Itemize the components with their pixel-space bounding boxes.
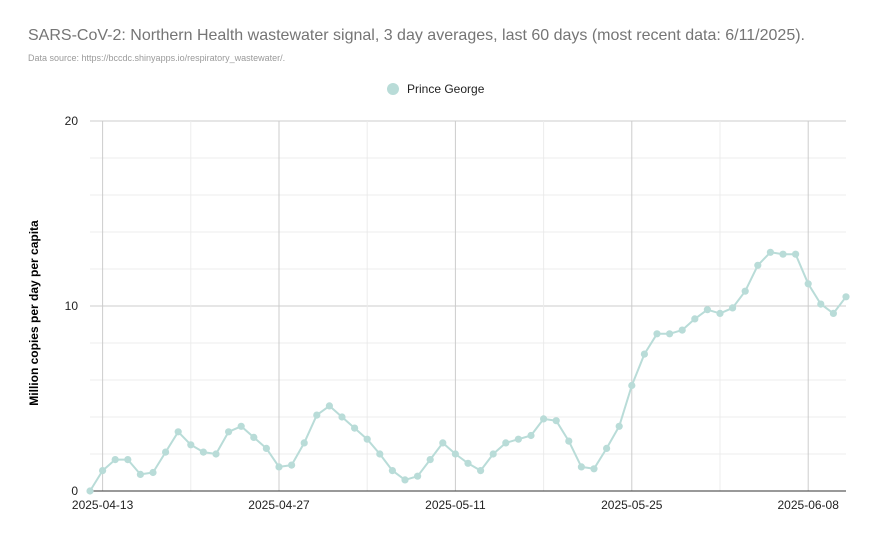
data-point[interactable] — [842, 293, 850, 301]
data-point[interactable] — [351, 424, 359, 432]
data-point[interactable] — [703, 306, 712, 314]
data-point[interactable] — [275, 463, 283, 471]
data-point[interactable] — [451, 450, 459, 458]
data-point[interactable] — [212, 450, 220, 458]
data-point[interactable] — [225, 428, 233, 436]
data-point[interactable] — [527, 431, 535, 440]
data-point[interactable] — [817, 300, 825, 308]
data-point[interactable] — [792, 250, 800, 258]
data-point[interactable] — [653, 330, 661, 338]
data-point[interactable] — [86, 487, 94, 495]
data-point[interactable] — [514, 435, 523, 443]
data-point[interactable] — [187, 441, 195, 449]
data-point[interactable] — [729, 304, 737, 312]
x-tick-label: 2025-04-13 — [72, 498, 134, 512]
data-point[interactable] — [174, 428, 182, 436]
data-point[interactable] — [565, 437, 573, 445]
data-point[interactable] — [388, 467, 396, 475]
data-point[interactable] — [426, 456, 434, 464]
data-point[interactable] — [540, 415, 548, 423]
data-point[interactable] — [603, 444, 611, 452]
legend-marker[interactable] — [387, 83, 399, 95]
data-point[interactable] — [124, 456, 132, 464]
x-tick-label: 2025-06-08 — [778, 498, 840, 512]
data-point[interactable] — [628, 381, 636, 390]
data-point[interactable] — [325, 402, 333, 410]
legend-label[interactable]: Prince George — [407, 82, 485, 96]
data-point[interactable] — [678, 326, 686, 334]
data-point[interactable] — [552, 417, 560, 425]
data-point[interactable] — [99, 467, 107, 475]
data-point[interactable] — [414, 472, 422, 480]
data-point[interactable] — [136, 470, 144, 478]
data-point[interactable] — [640, 350, 649, 358]
data-point[interactable] — [502, 439, 510, 447]
data-point[interactable] — [288, 461, 296, 469]
data-point[interactable] — [615, 422, 623, 430]
data-point[interactable] — [766, 248, 775, 256]
chart-title: SARS-CoV-2: Northern Health wastewater s… — [28, 27, 805, 44]
y-tick-label: 0 — [71, 484, 78, 498]
data-point[interactable] — [829, 309, 838, 317]
data-point[interactable] — [477, 467, 485, 475]
data-point[interactable] — [779, 250, 787, 258]
data-point[interactable] — [363, 435, 371, 443]
data-point[interactable] — [262, 444, 270, 452]
data-point[interactable] — [162, 448, 170, 456]
data-point[interactable] — [338, 413, 346, 421]
y-tick-label: 10 — [65, 299, 79, 313]
x-tick-label: 2025-04-27 — [248, 498, 310, 512]
data-point[interactable] — [313, 411, 321, 419]
axes: 0 10 20 2025-04-13 2025-04-27 2025-05-11 2025-… — [65, 114, 846, 512]
data-point[interactable] — [754, 261, 762, 269]
data-point[interactable] — [577, 463, 586, 471]
data-point[interactable] — [401, 476, 409, 484]
data-point[interactable] — [149, 468, 157, 477]
data-point[interactable] — [199, 448, 207, 456]
data-point[interactable] — [300, 439, 308, 447]
legend[interactable]: Prince George — [387, 82, 485, 96]
data-point[interactable] — [250, 433, 258, 441]
data-point[interactable] — [439, 439, 447, 447]
y-axis-label: Million copies per day per capita — [27, 220, 41, 406]
x-tick-label: 2025-05-11 — [425, 498, 486, 512]
x-tick-label: 2025-05-25 — [601, 498, 663, 512]
data-point[interactable] — [741, 287, 749, 295]
data-point[interactable] — [237, 422, 245, 430]
data-point[interactable] — [804, 280, 812, 288]
series-layer — [86, 248, 850, 495]
data-point[interactable] — [464, 459, 472, 467]
chart-subtitle: Data source: https://bccdc.shinyapps.io/… — [28, 53, 286, 63]
y-tick-label: 20 — [65, 114, 79, 128]
data-point[interactable] — [376, 450, 384, 458]
data-point[interactable] — [111, 456, 119, 464]
data-point[interactable] — [666, 330, 674, 338]
data-point[interactable] — [590, 465, 598, 473]
grid — [90, 120, 846, 491]
data-point[interactable] — [691, 315, 699, 323]
data-point[interactable] — [716, 309, 724, 317]
data-point[interactable] — [489, 450, 497, 458]
